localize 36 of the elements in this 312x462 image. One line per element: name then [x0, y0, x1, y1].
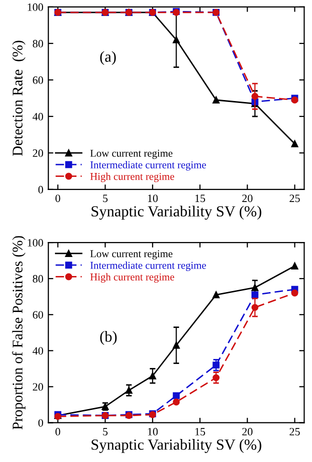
x-tick-label: 20 — [242, 194, 252, 202]
x-tick-label: 15 — [195, 428, 206, 436]
x-tick-label: 0 — [55, 194, 60, 202]
x-tick-label: 25 — [290, 194, 300, 202]
x-tick-label: 10 — [148, 428, 158, 436]
x-tick-label: 15 — [195, 194, 206, 202]
legend-label: Intermediate current regime — [90, 262, 206, 272]
y-tick-label: 60 — [32, 311, 44, 319]
legend-label: High current regime — [90, 172, 174, 182]
annotation: (b) — [100, 331, 117, 345]
y-tick-label: 40 — [32, 347, 44, 355]
y-tick-label: 20 — [32, 383, 44, 391]
x-tick-label: 25 — [290, 428, 300, 436]
y-tick-label: 60 — [32, 76, 44, 84]
y-tick-label: 80 — [32, 275, 44, 283]
x-tick-label: 5 — [103, 428, 108, 436]
x-axis-title: Synaptic Variability SV (%) — [92, 206, 262, 220]
y-tick-label: 100 — [28, 3, 44, 11]
y-tick-label: 20 — [32, 149, 44, 157]
x-tick-label: 10 — [148, 194, 158, 202]
annotation: (a) — [100, 51, 116, 65]
x-tick-label: 5 — [103, 194, 108, 202]
x-tick-label: 20 — [242, 428, 252, 436]
x-axis-title: Synaptic Variability SV (%) — [92, 439, 262, 453]
x-tick-label: 0 — [55, 428, 60, 436]
y-tick-label: 0 — [38, 186, 44, 194]
legend-label: High current regime — [90, 273, 174, 283]
legend-label: Low current regime — [90, 250, 172, 260]
y-axis-title: Detection Rate (%) — [12, 40, 26, 156]
y-tick-label: 40 — [32, 112, 44, 120]
y-tick-label: 100 — [28, 239, 44, 247]
y-axis-title: Proportion of False Positives (%) — [12, 236, 26, 430]
legend-label: Low current regime — [90, 150, 172, 159]
y-tick-label: 0 — [38, 419, 44, 427]
legend-label: Intermediate current regime — [90, 161, 206, 171]
y-tick-label: 80 — [32, 40, 44, 48]
